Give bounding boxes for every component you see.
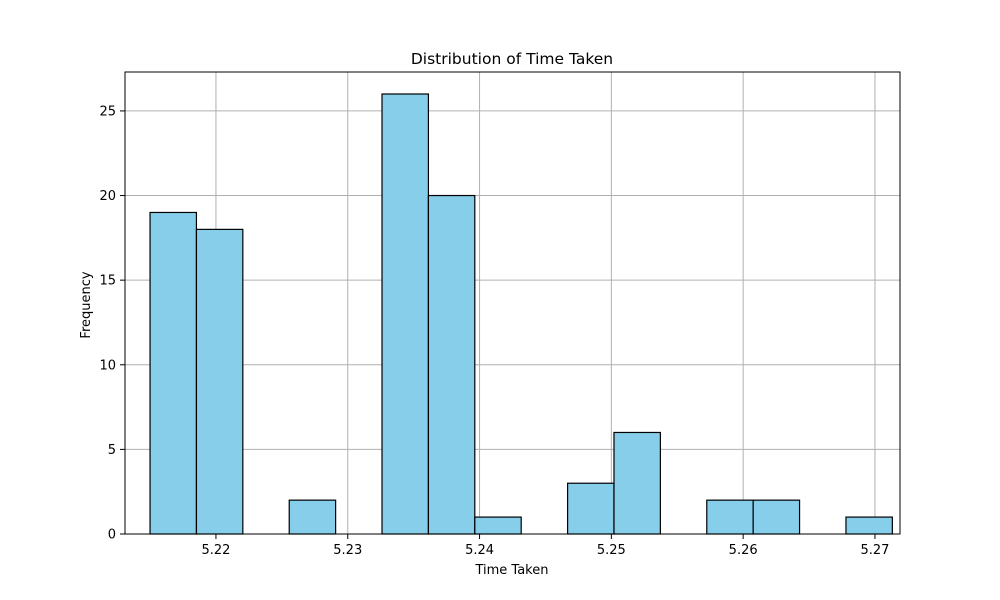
y-axis-label: Frequency: [79, 271, 94, 338]
y-tick-label: 25: [99, 104, 116, 119]
y-tick-label: 0: [108, 528, 116, 543]
x-tick-label: 5.26: [729, 543, 758, 558]
x-tick-label: 5.24: [465, 543, 494, 558]
plot-frame: [124, 71, 901, 535]
histogram-bar: [474, 516, 522, 535]
y-tick-label: 10: [99, 358, 116, 373]
histogram-bar: [288, 499, 337, 535]
y-tick-label: 20: [99, 189, 116, 204]
y-axis-ticks: 0 5 10 15 20 25: [99, 104, 125, 543]
histogram-bar: [381, 93, 430, 535]
chart-title: Distribution of Time Taken: [411, 50, 613, 68]
histogram-bar: [845, 516, 893, 535]
histogram-bar: [752, 499, 801, 535]
histogram-bar: [706, 499, 754, 535]
histogram-bar: [195, 228, 244, 535]
histogram-bar: [613, 431, 661, 535]
y-tick-label: 5: [108, 443, 116, 458]
x-axis-ticks: 5.22 5.23 5.24 5.25 5.26 5.27: [201, 534, 889, 558]
x-tick-label: 5.22: [201, 543, 230, 558]
histogram-bar: [566, 482, 615, 535]
histogram-bar: [427, 194, 476, 535]
histogram-bar: [149, 211, 198, 535]
x-axis-label: Time Taken: [474, 563, 548, 578]
histogram-bars: [149, 93, 893, 535]
x-tick-label: 5.27: [860, 543, 889, 558]
x-tick-label: 5.25: [597, 543, 626, 558]
x-tick-label: 5.23: [333, 543, 362, 558]
y-tick-label: 15: [99, 274, 116, 289]
